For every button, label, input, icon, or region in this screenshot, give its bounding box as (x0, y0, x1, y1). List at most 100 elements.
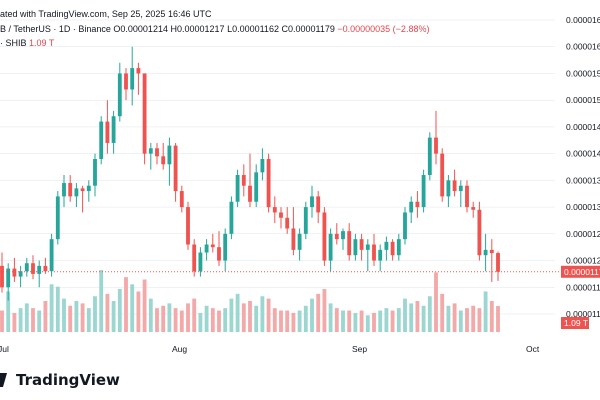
volume-bars (0, 270, 500, 332)
candle-body (68, 183, 73, 197)
candle-body (12, 268, 17, 277)
candle-body (167, 145, 172, 165)
volume-bar (334, 308, 339, 332)
open-value: O0.00001214 (113, 24, 168, 34)
candle-body (179, 191, 184, 208)
volume-bar (117, 289, 122, 332)
volume-bar (31, 308, 35, 332)
volume-bar (477, 308, 482, 332)
volume-bar (198, 312, 203, 332)
volume-bar (111, 301, 116, 332)
volume-bar (403, 298, 407, 332)
published-info: ated with TradingView.com, Sep 25, 2025 … (0, 9, 212, 19)
y-tick-label: 0.0000115 (566, 282, 600, 292)
candle-body (111, 116, 116, 143)
candle-body (173, 145, 178, 192)
volume-bar (291, 312, 296, 332)
volume-bar (18, 308, 23, 332)
candle-body (198, 252, 203, 272)
volume-bar (210, 308, 215, 332)
volume-bar (359, 310, 364, 332)
candle-body (204, 244, 209, 253)
volume-bar (217, 310, 221, 332)
volume-bar (458, 310, 463, 332)
candle-body (347, 231, 352, 256)
candle-body (458, 185, 463, 192)
volume-bar (80, 303, 85, 332)
volume-tag: 1.09 T (561, 317, 589, 329)
volume-bar (341, 310, 345, 332)
volume-bar (440, 293, 445, 332)
volume-bar (124, 277, 128, 332)
candle-body (465, 185, 469, 208)
candle-body (496, 253, 500, 272)
last-price-tag: 0.0000117 (561, 265, 600, 278)
volume-value: 1.09 T (29, 38, 55, 48)
volume-bar (378, 310, 383, 332)
volume-bar (452, 303, 457, 332)
y-tick-label: 0.0000135 (566, 175, 600, 185)
volume-bar (465, 308, 469, 332)
volume-bar (409, 303, 414, 332)
candle-body (99, 121, 104, 159)
candle-body (24, 263, 29, 272)
candle-body (124, 73, 128, 90)
volume-bar (266, 298, 271, 332)
volume-bar (347, 310, 352, 332)
volume-bar (24, 303, 29, 332)
candle-body (130, 68, 135, 90)
candle-body (291, 228, 296, 250)
candle-body (6, 268, 11, 288)
volume-bar (471, 305, 476, 332)
x-tick-label: Jul (0, 344, 9, 354)
tradingview-icon (0, 373, 7, 387)
volume-bar (272, 308, 277, 332)
brand-logo[interactable]: TradingView (0, 371, 120, 389)
volume-bar (43, 301, 48, 332)
candle-body (18, 271, 23, 277)
candle-body (372, 244, 376, 261)
candle-body (260, 158, 265, 173)
volume-bar (192, 298, 197, 332)
candle-body (192, 244, 197, 272)
candle-body (365, 244, 370, 250)
candle-body (359, 239, 364, 250)
volume-bar (390, 310, 395, 332)
ohlc-legend: B / TetherUS · 1D · Binance O0.00001214 … (0, 24, 429, 34)
candle-body (477, 209, 482, 256)
candle-body (427, 137, 432, 176)
candle-body (396, 239, 401, 256)
volume-bar (37, 310, 42, 332)
candle-body (279, 212, 283, 218)
candle-body (489, 249, 494, 254)
candle-body (248, 185, 252, 202)
candle-body (409, 201, 414, 213)
volume-bar (372, 312, 376, 332)
volume-bar (130, 284, 135, 332)
volume-bar (384, 308, 389, 332)
candle-body (0, 265, 4, 288)
volume-bar (148, 298, 153, 332)
volume-bar (55, 286, 60, 332)
volume-bar (316, 293, 321, 332)
candle-body (117, 73, 122, 117)
candle-body (378, 249, 383, 261)
y-tick-label: 0.0000125 (566, 229, 600, 239)
candle-body (316, 196, 321, 213)
candle-body (421, 175, 426, 208)
high-value: H0.00001217 (170, 24, 225, 34)
volume-bar (248, 301, 252, 332)
volume-legend: · SHIB 1.09 T (0, 38, 54, 48)
low-value: L0.00001162 (227, 24, 279, 34)
candle-body (452, 180, 457, 192)
candle-body (229, 201, 234, 234)
volume-bar (254, 305, 259, 332)
volume-bar (161, 305, 166, 332)
candle-body (105, 121, 110, 143)
volume-bar (6, 291, 11, 332)
